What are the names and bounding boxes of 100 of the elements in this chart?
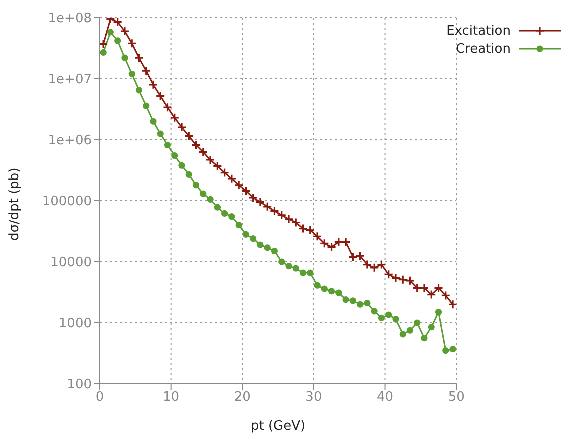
point <box>348 252 358 262</box>
y-tick-label: 10000 <box>50 256 92 271</box>
point <box>421 335 428 342</box>
point <box>371 308 378 315</box>
point <box>120 26 130 36</box>
point <box>435 308 442 316</box>
point <box>350 298 356 304</box>
point <box>164 142 172 149</box>
point <box>257 242 264 248</box>
point <box>341 238 351 248</box>
point <box>198 147 208 158</box>
point <box>398 275 408 285</box>
point <box>134 53 144 63</box>
point <box>100 40 108 50</box>
point <box>312 232 322 242</box>
point <box>127 38 137 48</box>
point <box>150 118 157 125</box>
point <box>191 140 202 150</box>
point <box>170 113 180 123</box>
point <box>222 210 228 217</box>
point <box>321 286 328 292</box>
point <box>426 290 436 300</box>
point <box>157 130 164 138</box>
point <box>250 236 257 242</box>
point <box>357 301 364 308</box>
x-tick-label: 0 <box>96 390 104 406</box>
y-tick-label: 1e+08 <box>48 12 92 27</box>
point <box>336 290 342 296</box>
point <box>228 214 236 220</box>
point <box>220 168 230 178</box>
point <box>271 248 278 255</box>
point <box>192 182 200 189</box>
point <box>122 54 128 62</box>
point <box>148 80 158 90</box>
point <box>406 327 414 334</box>
point <box>386 312 392 318</box>
point <box>156 92 166 102</box>
x-tick-label: 30 <box>306 390 322 406</box>
y-tick-label: 1000 <box>58 316 92 332</box>
y-tick-label: 1e+07 <box>48 72 92 88</box>
point <box>200 190 207 198</box>
x-tick-label: 40 <box>377 390 394 406</box>
point <box>450 346 456 353</box>
point <box>278 258 286 266</box>
point <box>314 282 321 289</box>
x-tick-label: 10 <box>163 390 180 406</box>
point <box>405 276 416 286</box>
point <box>286 263 292 270</box>
point <box>400 331 406 338</box>
point <box>392 316 400 323</box>
point <box>306 226 316 236</box>
y-tick-label: 100000 <box>42 194 92 210</box>
x-tick-label: 50 <box>448 390 465 406</box>
point <box>107 29 114 36</box>
point <box>264 244 271 252</box>
point <box>442 348 450 354</box>
point <box>177 122 187 132</box>
point <box>292 265 300 272</box>
point <box>236 222 242 229</box>
point <box>298 224 308 234</box>
legend-label: Creation <box>456 42 511 56</box>
point <box>364 300 371 307</box>
legend-label: Excitation <box>446 24 511 38</box>
point <box>162 102 173 112</box>
point <box>242 231 250 238</box>
point <box>142 66 152 76</box>
point <box>434 284 444 294</box>
point <box>186 171 192 178</box>
y-tick-label: 100 <box>67 378 92 393</box>
point <box>412 284 422 294</box>
point <box>356 251 366 261</box>
point <box>172 152 178 160</box>
point <box>428 324 435 331</box>
point <box>334 238 344 248</box>
point <box>420 284 430 294</box>
point <box>441 290 451 301</box>
point <box>100 49 107 56</box>
point <box>184 131 194 142</box>
point <box>178 162 186 169</box>
point <box>207 196 214 204</box>
point <box>214 204 221 211</box>
point <box>114 38 122 44</box>
point <box>143 102 150 110</box>
x-tick-label: 20 <box>234 390 251 406</box>
point <box>414 320 421 326</box>
point <box>342 296 350 304</box>
point <box>328 288 336 295</box>
point <box>376 260 387 270</box>
point <box>227 174 237 184</box>
point <box>300 270 307 276</box>
y-tick-label: 1e+06 <box>48 134 92 149</box>
x-axis-title: pt (GeV) <box>251 419 306 434</box>
point <box>206 155 216 165</box>
point <box>136 87 143 94</box>
point <box>128 70 136 78</box>
point <box>378 314 386 322</box>
point <box>212 162 222 172</box>
point <box>307 270 314 276</box>
y-axis-title: dσ/dpt (pb) <box>8 168 23 241</box>
point <box>448 300 457 310</box>
